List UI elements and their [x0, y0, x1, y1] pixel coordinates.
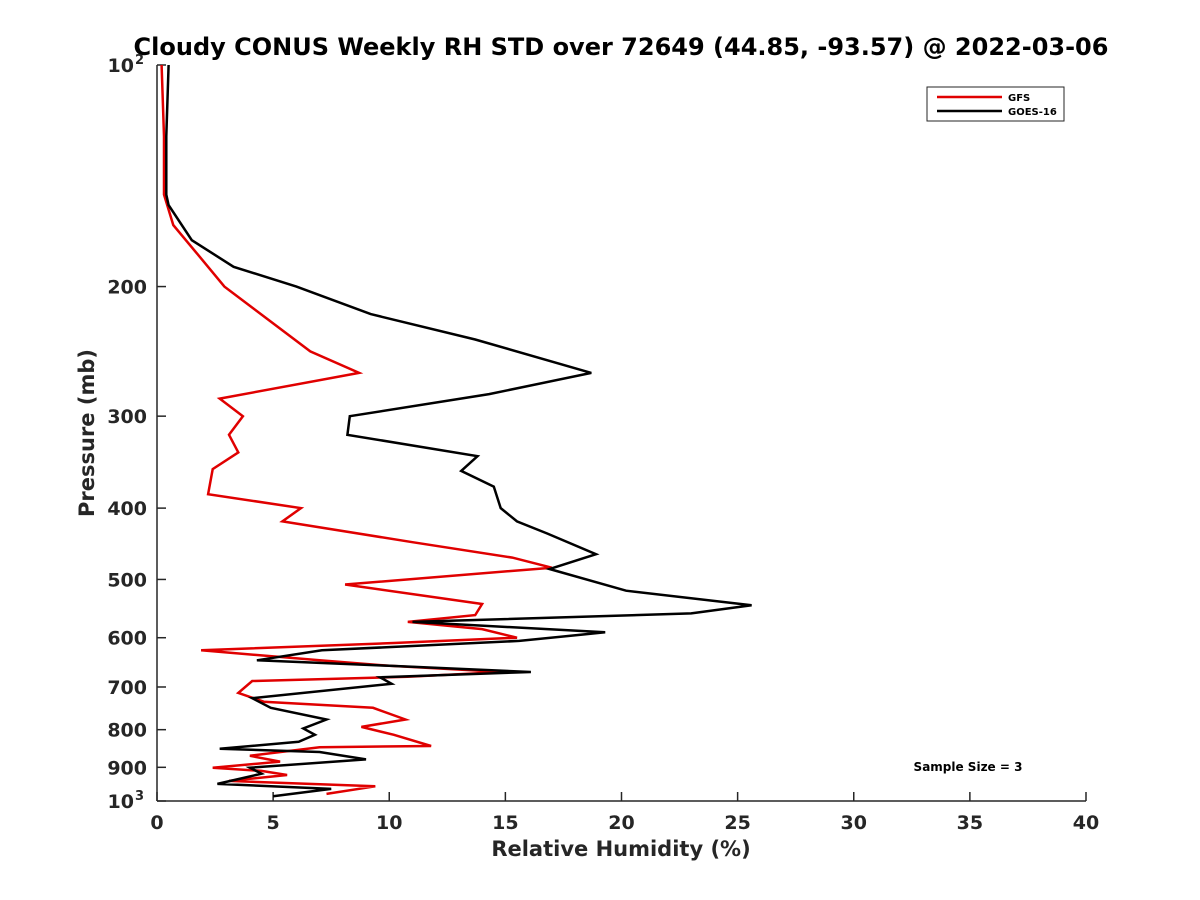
legend-box: [926, 86, 1065, 122]
y-tick-label: 200: [107, 277, 147, 299]
chart-title: Cloudy CONUS Weekly RH STD over 72649 (4…: [134, 33, 1109, 61]
series-layer: [160, 64, 752, 798]
x-tick-label: 20: [608, 812, 634, 834]
y-tick-label: 10: [108, 55, 134, 77]
y-tick-exponent: 3: [135, 789, 144, 804]
y-tick-label: 300: [107, 406, 147, 428]
x-tick-label: 30: [841, 812, 867, 834]
series-line-gfs: [160, 64, 553, 796]
y-tick-label: 700: [107, 677, 147, 699]
x-tick-label: 40: [1073, 812, 1099, 834]
y-tick-label: 10: [108, 791, 134, 813]
x-tick-label: 35: [957, 812, 983, 834]
legend-gfs-label: GFS: [1008, 93, 1030, 104]
series-line-goes16: [165, 64, 752, 798]
y-tick-label: 500: [107, 569, 147, 591]
legend-goes16-label: GOES-16: [1008, 107, 1057, 118]
x-tick-label: 15: [492, 812, 518, 834]
y-axis-label: Pressure (mb): [75, 349, 99, 517]
plot-axes: [156, 65, 1086, 802]
x-tick-label: 10: [376, 812, 402, 834]
sample-size-annotation: Sample Size = 3: [914, 760, 1023, 774]
x-tick-label: 5: [267, 812, 280, 834]
x-ticks: 0 5 10 15 20 25 30 35 40: [150, 792, 1099, 834]
x-axis-label: Relative Humidity (%): [491, 837, 750, 861]
y-tick-label: 900: [107, 757, 147, 779]
y-tick-label: 800: [107, 720, 147, 742]
y-tick-exponent: 2: [135, 53, 144, 68]
y-tick-label: 400: [107, 498, 147, 520]
x-tick-label: 0: [150, 812, 163, 834]
y-tick-label: 600: [107, 628, 147, 650]
x-tick-label: 25: [724, 812, 750, 834]
legend: GFS GOES-16: [926, 86, 1065, 122]
